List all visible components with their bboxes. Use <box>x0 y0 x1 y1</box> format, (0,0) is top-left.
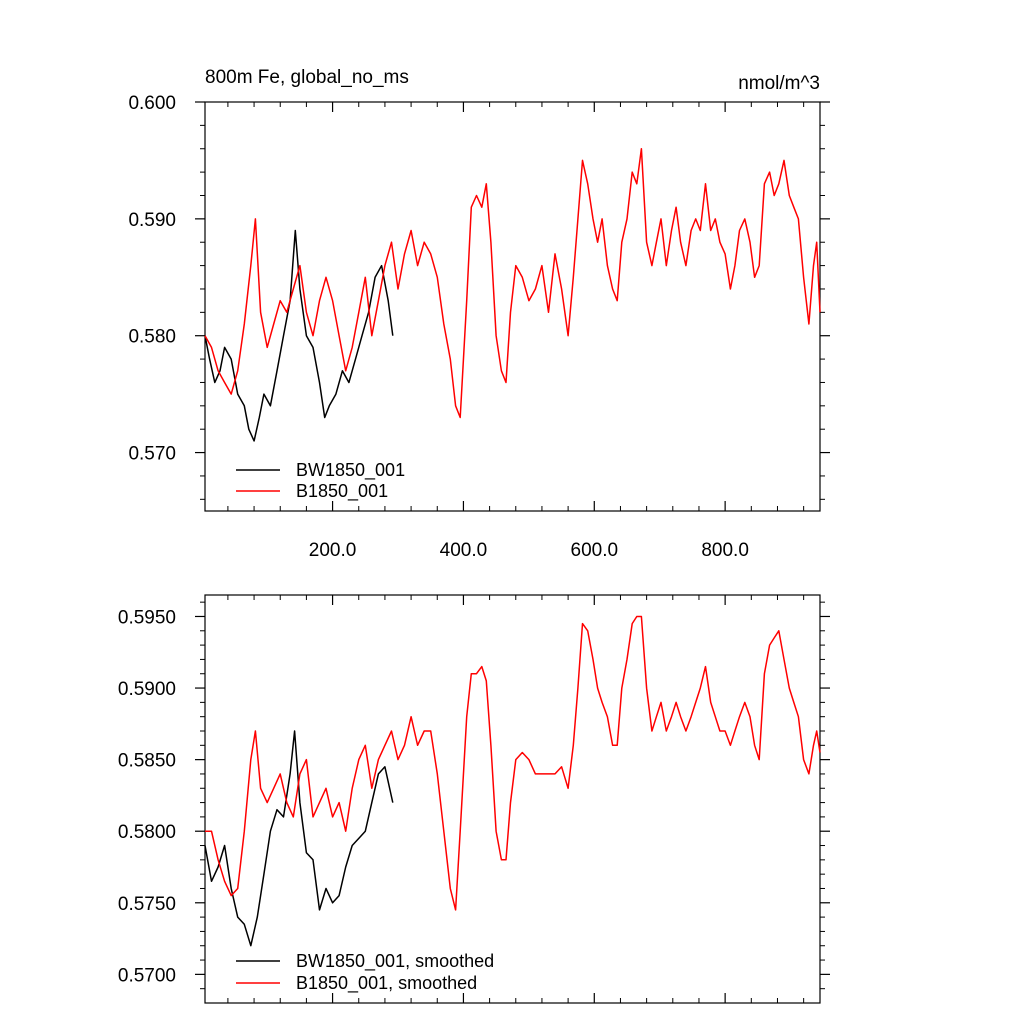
y-tick-label: 0.5900 <box>118 679 176 700</box>
legend-label-bw1850: BW1850_001 <box>296 460 405 481</box>
x-tick-label: 600.0 <box>571 540 619 561</box>
y-tick-label: 0.5700 <box>118 965 176 986</box>
top-axis-tick-labels: 200.0 400.0 600.0 800.0 0.570 0.580 0.590 0.600 <box>128 93 748 561</box>
y-tick-label: 0.5850 <box>118 751 176 772</box>
bottom-axis-ticks <box>195 595 830 1003</box>
series-line-b1850 <box>204 147 821 419</box>
y-tick-label: 0.570 <box>128 444 176 465</box>
top-panel: 800m Fe, global_no_ms nmol/m^3 200.0 400.… <box>128 67 830 561</box>
y-tick-label: 0.5800 <box>118 822 176 843</box>
series-line-bw1850 <box>204 229 394 442</box>
y-tick-label: 0.5950 <box>118 607 176 628</box>
bottom-axis-tick-labels: 0.5700 0.5750 0.5800 0.5850 0.5900 0.5950 <box>118 607 176 986</box>
y-tick-label: 0.580 <box>128 327 176 348</box>
top-series-lines <box>204 147 821 442</box>
top-plot-frame <box>204 101 821 512</box>
legend-label-bw1850-smoothed: BW1850_001, smoothed <box>296 951 494 972</box>
series-line-b1850-smoothed <box>205 615 821 911</box>
series-line-bw1850-smoothed <box>204 730 394 947</box>
x-tick-label: 200.0 <box>309 540 357 561</box>
top-legend: BW1850_001 B1850_001 <box>236 460 405 502</box>
top-chart-units: nmol/m^3 <box>738 73 820 94</box>
top-axis-ticks <box>195 101 830 511</box>
y-tick-label: 0.590 <box>128 210 176 231</box>
x-tick-label: 800.0 <box>701 540 749 561</box>
bottom-panel: 0.5700 0.5750 0.5800 0.5850 0.5900 0.5950 BW1… <box>118 594 830 1004</box>
x-tick-label: 400.0 <box>440 540 488 561</box>
legend-label-b1850-smoothed: B1850_001, smoothed <box>296 973 477 994</box>
bottom-legend: BW1850_001, smoothed B1850_001, smoothed <box>236 951 494 994</box>
y-tick-label: 0.600 <box>128 93 176 114</box>
bottom-plot-frame <box>204 594 821 1004</box>
y-tick-label: 0.5750 <box>118 894 176 915</box>
legend-label-b1850: B1850_001 <box>296 481 388 502</box>
bottom-series-lines <box>204 615 821 947</box>
top-chart-title: 800m Fe, global_no_ms <box>205 67 409 88</box>
